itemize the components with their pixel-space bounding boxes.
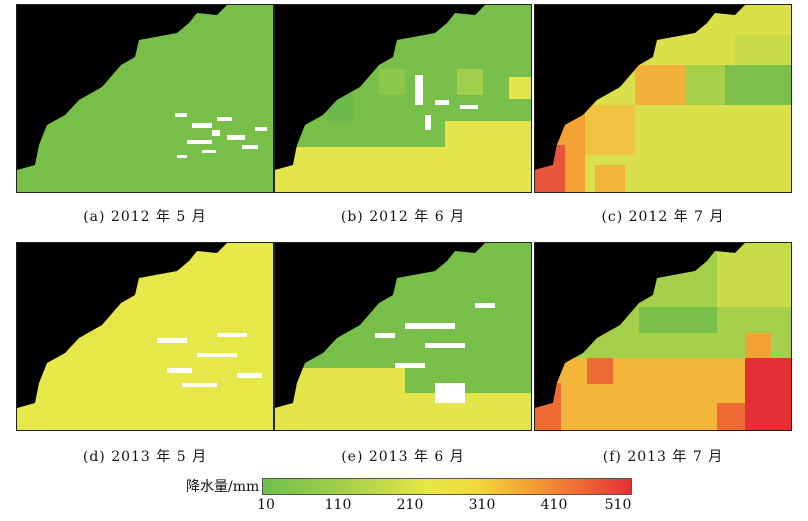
map-panel-a — [16, 4, 274, 193]
map-b-svg — [275, 5, 531, 192]
caption-e: (e) 2013 年 6 月 — [341, 449, 465, 465]
map-panel-c — [534, 4, 792, 193]
map-a-svg — [17, 5, 273, 192]
legend-title: 降水量/mm — [186, 479, 260, 495]
legend-tick: 110 — [324, 497, 352, 513]
legend-tick: 410 — [540, 497, 568, 513]
map-c-svg — [535, 5, 791, 192]
map-panel-f — [534, 242, 792, 431]
map-d-svg — [17, 243, 273, 430]
legend-tick: 310 — [468, 497, 496, 513]
legend-color-bar — [262, 478, 632, 495]
map-panel-b — [274, 4, 532, 193]
map-e-svg — [275, 243, 531, 430]
caption-a: (a) 2012 年 5 月 — [83, 209, 207, 225]
caption-f: (f) 2013 年 7 月 — [602, 449, 724, 465]
legend-tick: 510 — [604, 497, 632, 513]
caption-d: (d) 2013 年 5 月 — [82, 449, 208, 465]
legend-tick: 10 — [257, 497, 275, 513]
map-panel-d — [16, 242, 274, 431]
map-panel-e — [274, 242, 532, 431]
caption-c: (c) 2012 年 7 月 — [601, 209, 725, 225]
map-f-svg — [535, 243, 791, 430]
legend-tick: 210 — [396, 497, 424, 513]
caption-b: (b) 2012 年 6 月 — [340, 209, 466, 225]
